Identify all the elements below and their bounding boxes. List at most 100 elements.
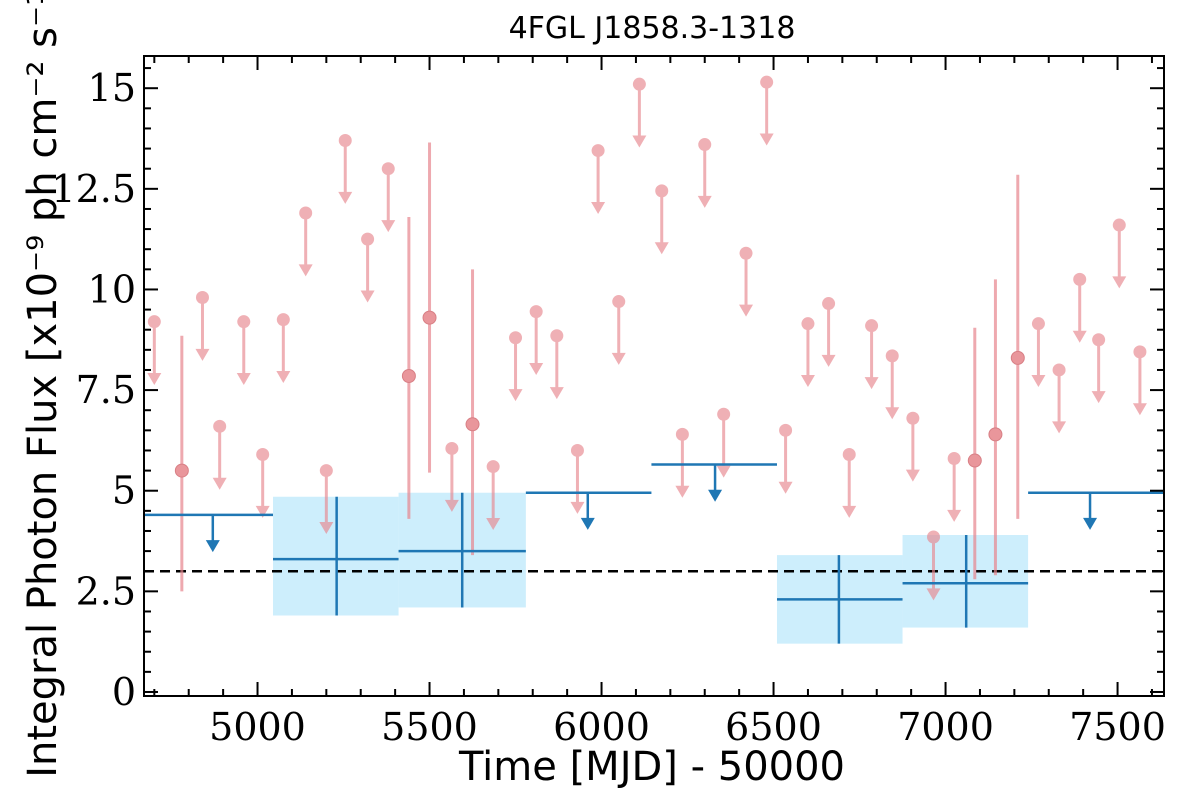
short-bin-upper-limit-17 bbox=[591, 144, 606, 214]
short-bin-upper-limit-3 bbox=[236, 315, 251, 386]
upper-limit-marker bbox=[486, 460, 500, 474]
short-bin-upper-limit-37 bbox=[1072, 272, 1087, 343]
y-tick-label-5: 5 bbox=[112, 469, 136, 513]
y-axis-label: Integral Photon Flux [x10⁻⁹ ph cm⁻² s⁻¹] bbox=[20, 0, 66, 778]
short-bin-detection-0 bbox=[174, 335, 189, 592]
upper-limit-marker bbox=[698, 138, 712, 152]
short-bin-upper-limit-21 bbox=[675, 427, 690, 498]
upper-limit-arrow-head bbox=[842, 505, 857, 518]
short-bin-upper-limit-16 bbox=[570, 443, 585, 514]
upper-limit-marker bbox=[865, 319, 879, 333]
upper-limit-marker bbox=[1112, 218, 1126, 232]
short-bin-upper-limit-39 bbox=[1112, 218, 1127, 289]
upper-limit-marker bbox=[612, 295, 626, 309]
long-bin-arrow-head bbox=[580, 517, 595, 530]
x-tick-label-6500: 6500 bbox=[725, 705, 822, 749]
upper-limit-marker bbox=[1052, 363, 1066, 377]
short-bin-upper-limit-23 bbox=[716, 407, 731, 478]
upper-limit-marker bbox=[1092, 333, 1106, 347]
short-bin-upper-limit-1 bbox=[195, 291, 210, 361]
short-bin-upper-limit-4 bbox=[255, 447, 270, 518]
upper-limit-marker bbox=[885, 349, 899, 363]
short-bin-upper-limit-28 bbox=[821, 297, 836, 367]
upper-limit-marker bbox=[445, 441, 459, 455]
short-bin-upper-limit-33 bbox=[926, 530, 941, 601]
upper-limit-arrow-head bbox=[486, 517, 501, 530]
upper-limit-arrow-head bbox=[1031, 375, 1046, 388]
detection-marker bbox=[988, 427, 1003, 442]
short-bin-upper-limit-24 bbox=[739, 246, 754, 317]
upper-limit-arrow-head bbox=[1091, 391, 1106, 404]
short-bin-upper-limit-2 bbox=[212, 419, 227, 490]
upper-limit-arrow-head bbox=[778, 481, 793, 494]
upper-limit-arrow-head bbox=[529, 362, 544, 375]
upper-limit-marker bbox=[550, 329, 564, 343]
upper-limit-arrow-head bbox=[611, 352, 626, 365]
upper-limit-arrow-head bbox=[759, 133, 774, 146]
upper-limit-arrow-head bbox=[255, 505, 270, 518]
short-bin-upper-limit-20 bbox=[654, 184, 669, 255]
short-bin-upper-limit-29 bbox=[842, 447, 857, 518]
upper-limit-arrow-head bbox=[821, 354, 836, 367]
long-bin-upper-limit-3 bbox=[1028, 491, 1164, 530]
y-tick-label-12.5: 12.5 bbox=[51, 167, 136, 211]
short-bin-detection-3 bbox=[465, 269, 480, 556]
upper-limit-arrow-head bbox=[195, 348, 210, 361]
short-bin-detection-5 bbox=[988, 279, 1003, 576]
upper-limit-marker bbox=[717, 407, 731, 421]
long-bin-upper-limit-2 bbox=[651, 463, 777, 502]
short-bin-upper-limit-13 bbox=[508, 331, 523, 402]
upper-limit-arrow-head bbox=[864, 377, 879, 390]
upper-limit-arrow-head bbox=[1052, 421, 1067, 434]
short-bin-upper-limit-31 bbox=[885, 349, 900, 420]
short-bin-detection-2 bbox=[422, 142, 437, 473]
upper-limit-arrow-head bbox=[236, 373, 251, 386]
y-tick-label-10: 10 bbox=[88, 267, 136, 311]
short-bin-upper-limit-38 bbox=[1091, 333, 1106, 404]
upper-limit-marker bbox=[361, 232, 375, 246]
upper-limit-arrow-head bbox=[591, 201, 606, 214]
upper-limit-arrow-head bbox=[570, 501, 585, 514]
detection-marker bbox=[465, 417, 480, 432]
long-bin-detection-2 bbox=[776, 555, 903, 644]
long-bin-detection-0 bbox=[273, 496, 399, 616]
x-tick-label-5000: 5000 bbox=[209, 705, 306, 749]
short-bin-upper-limit-10 bbox=[381, 162, 396, 233]
x-axis-label: Time [MJD] - 50000 bbox=[458, 744, 845, 790]
upper-limit-arrow-head bbox=[276, 371, 291, 384]
x-tick-label-7500: 7500 bbox=[1069, 705, 1166, 749]
long-bin-upper-limit-1 bbox=[525, 491, 652, 530]
short-bin-upper-limit-7 bbox=[319, 464, 334, 534]
upper-limit-arrow-head bbox=[319, 521, 334, 534]
long-bin-arrow-head bbox=[708, 489, 723, 502]
y-tick-label-7.5: 7.5 bbox=[76, 368, 136, 412]
upper-limit-arrow-head bbox=[632, 135, 647, 148]
upper-limit-arrow-head bbox=[1072, 330, 1087, 343]
upper-limit-arrow-head bbox=[905, 469, 920, 482]
detection-marker bbox=[422, 310, 437, 325]
upper-limit-arrow-head bbox=[800, 375, 815, 388]
upper-limit-arrow-head bbox=[381, 220, 396, 233]
short-bin-upper-limit-27 bbox=[800, 317, 815, 388]
short-bin-upper-limit-19 bbox=[632, 77, 647, 148]
upper-limit-arrow-head bbox=[926, 588, 941, 601]
upper-limit-marker bbox=[822, 297, 836, 311]
upper-limit-marker bbox=[147, 315, 161, 329]
upper-limit-arrow-head bbox=[1132, 403, 1147, 416]
short-bin-upper-limit-9 bbox=[360, 232, 375, 303]
y-tick-label-2.5: 2.5 bbox=[76, 569, 136, 613]
upper-limit-marker bbox=[338, 134, 352, 148]
short-bin-upper-limit-25 bbox=[759, 75, 774, 146]
upper-limit-arrow-head bbox=[549, 387, 564, 400]
upper-limit-marker bbox=[760, 75, 774, 89]
upper-limit-arrow-head bbox=[444, 499, 459, 512]
short-bin-upper-limit-40 bbox=[1132, 345, 1147, 416]
upper-limit-arrow-head bbox=[147, 373, 162, 386]
upper-limit-arrow-head bbox=[212, 477, 227, 490]
short-bin-upper-limit-6 bbox=[298, 206, 313, 277]
detection-marker bbox=[1010, 350, 1025, 365]
long-bin-upper-limit-0 bbox=[144, 513, 274, 553]
upper-limit-arrow-head bbox=[360, 290, 375, 303]
short-bin-upper-limit-14 bbox=[529, 305, 544, 375]
